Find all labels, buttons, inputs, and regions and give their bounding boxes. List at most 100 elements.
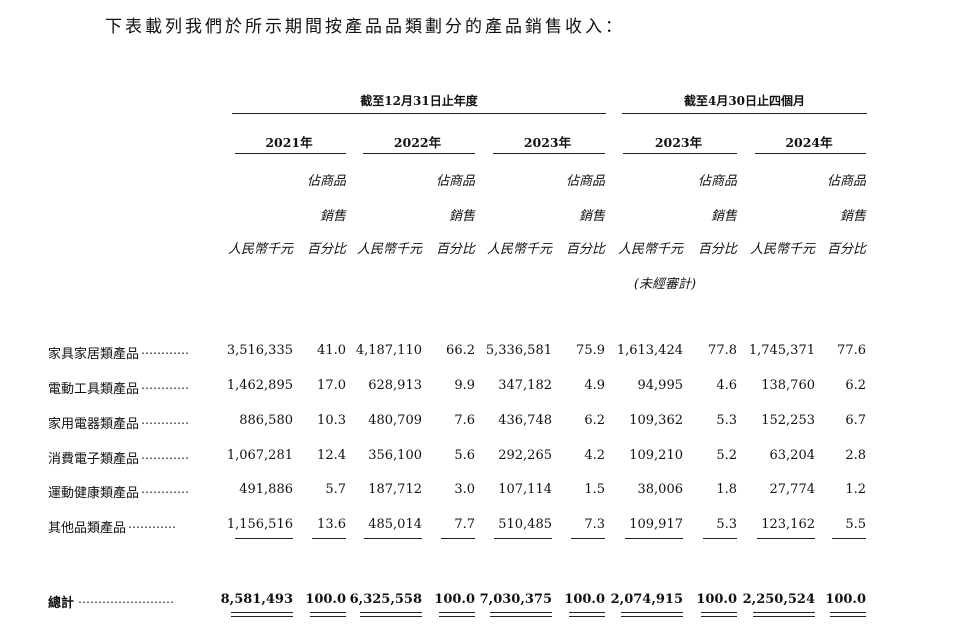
subtotal-rule-amount bbox=[364, 538, 422, 539]
pct-header-line2: 銷售 bbox=[710, 209, 737, 224]
total-cell: 8,581,493 bbox=[220, 592, 293, 607]
row-leader-dots: ………… bbox=[141, 378, 189, 392]
table-cell: 2.8 bbox=[845, 448, 866, 463]
table-cell: 6.2 bbox=[845, 378, 866, 393]
table-cell: 63,204 bbox=[769, 448, 816, 463]
table-cell: 10.3 bbox=[317, 413, 346, 428]
table-cell: 1.5 bbox=[584, 482, 605, 497]
table-cell: 107,114 bbox=[498, 482, 552, 497]
total-double-rule-amount bbox=[231, 612, 293, 613]
table-cell: 5,336,581 bbox=[485, 343, 552, 358]
table-cell: 38,006 bbox=[637, 482, 684, 497]
total-cell: 100.0 bbox=[305, 592, 346, 607]
subtotal-rule-amount bbox=[235, 538, 293, 539]
total-double-rule-amount bbox=[231, 616, 293, 617]
total-leader-dots: …………………… bbox=[78, 592, 174, 606]
table-cell: 77.8 bbox=[708, 343, 737, 358]
pct-header-line1: 佔商品 bbox=[306, 174, 346, 189]
pct-header-line2: 銷售 bbox=[839, 209, 866, 224]
subtotal-rule-amount bbox=[625, 538, 683, 539]
table-cell: 1,156,516 bbox=[226, 517, 293, 532]
amount-header: 人民幣千元 bbox=[749, 242, 815, 257]
row-leader-dots: ………… bbox=[128, 517, 176, 531]
pct-header-line3: 百分比 bbox=[826, 242, 866, 257]
total-double-rule-pct bbox=[569, 616, 605, 617]
row-label: 電動工具類產品 bbox=[48, 382, 140, 397]
total-double-rule-pct bbox=[701, 616, 737, 617]
table-cell: 436,748 bbox=[498, 413, 552, 428]
table-cell: 41.0 bbox=[317, 343, 346, 358]
year-rule bbox=[235, 153, 346, 154]
year-rule bbox=[623, 153, 737, 154]
total-double-rule-pct bbox=[439, 616, 475, 617]
table-cell: 109,362 bbox=[629, 413, 683, 428]
table-cell: 123,162 bbox=[761, 517, 815, 532]
table-cell: 1.8 bbox=[716, 482, 737, 497]
total-double-rule-pct bbox=[701, 612, 737, 613]
row-label: 其他品類產品 bbox=[48, 521, 127, 536]
row-leader-dots: ………… bbox=[141, 482, 189, 496]
total-double-rule-amount bbox=[360, 616, 422, 617]
total-cell: 2,250,524 bbox=[742, 592, 815, 607]
year-rule bbox=[755, 153, 866, 154]
table-cell: 292,265 bbox=[498, 448, 552, 463]
amount-header: 人民幣千元 bbox=[617, 242, 683, 257]
table-cell: 347,182 bbox=[498, 378, 552, 393]
total-cell: 100.0 bbox=[825, 592, 866, 607]
group-rule-four-months bbox=[622, 113, 867, 114]
table-cell: 5.3 bbox=[716, 413, 737, 428]
pct-header-line1: 佔商品 bbox=[826, 174, 866, 189]
table-cell: 6.2 bbox=[584, 413, 605, 428]
table-cell: 886,580 bbox=[239, 413, 293, 428]
table-cell: 5.3 bbox=[716, 517, 737, 532]
table-cell: 152,253 bbox=[761, 413, 815, 428]
table-cell: 13.6 bbox=[317, 517, 346, 532]
year-header: 2023年 bbox=[654, 135, 703, 150]
total-double-rule-amount bbox=[753, 612, 815, 613]
year-header: 2021年 bbox=[265, 135, 313, 150]
row-label: 消費電子類產品 bbox=[48, 452, 140, 467]
total-double-rule-amount bbox=[490, 612, 552, 613]
table-cell: 12.4 bbox=[317, 448, 346, 463]
total-cell: 6,325,558 bbox=[349, 592, 422, 607]
table-cell: 491,886 bbox=[239, 482, 293, 497]
pct-header-line3: 百分比 bbox=[306, 242, 346, 257]
row-leader-dots: ………… bbox=[141, 413, 189, 427]
subtotal-rule-amount bbox=[494, 538, 552, 539]
pct-header-line2: 銷售 bbox=[319, 209, 346, 224]
total-cell: 7,030,375 bbox=[479, 592, 552, 607]
total-double-rule-pct bbox=[830, 616, 866, 617]
row-leader-dots: ………… bbox=[141, 448, 189, 462]
total-double-rule-pct bbox=[830, 612, 866, 613]
subtotal-rule-pct bbox=[832, 538, 866, 539]
total-cell: 100.0 bbox=[564, 592, 605, 607]
total-double-rule-amount bbox=[753, 616, 815, 617]
table-cell: 94,995 bbox=[637, 378, 684, 393]
group-rule-fiscal-year bbox=[232, 113, 606, 114]
table-cell: 5.6 bbox=[454, 448, 475, 463]
table-cell: 7.7 bbox=[454, 517, 475, 532]
total-double-rule-pct bbox=[569, 612, 605, 613]
table-cell: 27,774 bbox=[769, 482, 816, 497]
table-cell: 356,100 bbox=[368, 448, 422, 463]
total-cell: 100.0 bbox=[696, 592, 737, 607]
table-cell: 187,712 bbox=[368, 482, 422, 497]
pct-header-line1: 佔商品 bbox=[697, 174, 737, 189]
total-double-rule-amount bbox=[490, 616, 552, 617]
table-cell: 9.9 bbox=[454, 378, 475, 393]
year-rule bbox=[363, 153, 475, 154]
table-cell: 4.6 bbox=[716, 378, 737, 393]
year-header: 2023年 bbox=[523, 135, 572, 150]
table-cell: 5.7 bbox=[325, 482, 346, 497]
table-cell: 7.6 bbox=[454, 413, 475, 428]
table-cell: 109,917 bbox=[629, 517, 683, 532]
table-cell: 109,210 bbox=[629, 448, 683, 463]
table-cell: 1,462,895 bbox=[226, 378, 293, 393]
total-double-rule-amount bbox=[621, 616, 683, 617]
group-header-four-months: 截至4月30日止四個月 bbox=[683, 94, 806, 108]
pct-header-line3: 百分比 bbox=[435, 242, 475, 257]
row-label: 運動健康類產品 bbox=[48, 486, 140, 501]
pct-header-line2: 銷售 bbox=[578, 209, 605, 224]
total-double-rule-amount bbox=[621, 612, 683, 613]
pct-header-line3: 百分比 bbox=[565, 242, 605, 257]
